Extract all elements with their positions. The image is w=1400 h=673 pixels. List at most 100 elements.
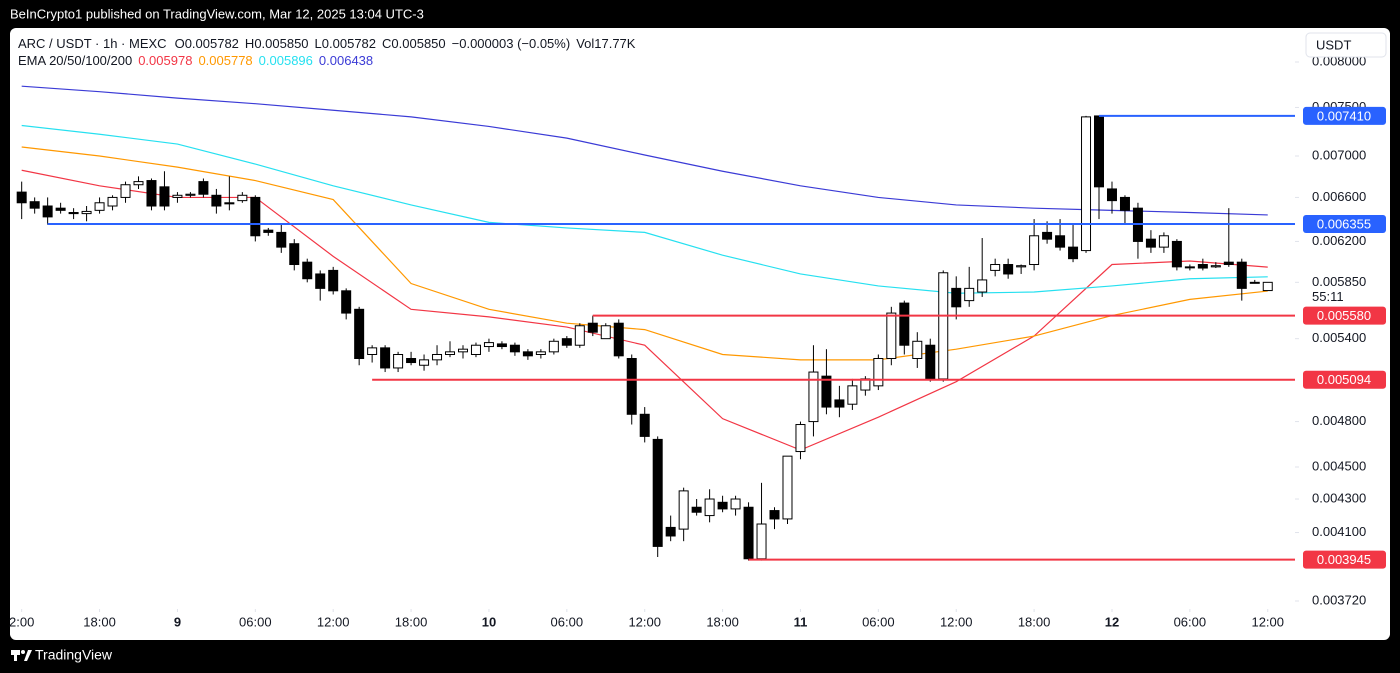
level-tag [1303, 550, 1386, 569]
ohlc-key: L [315, 36, 322, 51]
y-tick-label: 0.004300 [1312, 490, 1366, 505]
level-tag [1303, 370, 1386, 389]
level-label: 0.006355 [1317, 216, 1371, 231]
candle-body [548, 340, 559, 353]
candle-body [678, 490, 689, 530]
candle-body [964, 287, 975, 302]
candle-body [198, 181, 209, 195]
x-tick-label: 18:00 [1018, 614, 1051, 629]
candle-body [432, 353, 443, 361]
candle-body [289, 243, 300, 266]
candle-body [1042, 231, 1053, 240]
candle-body [1094, 115, 1105, 188]
ohlc-value: 0.005850 [254, 36, 308, 51]
plot-area [16, 85, 1273, 561]
candle-body [730, 498, 741, 510]
y-tick-label: 0.007000 [1312, 147, 1366, 162]
ema-title: EMA 20/50/100/200 [18, 53, 132, 68]
candle-body [704, 498, 715, 517]
x-tick-label: 06:00 [1174, 614, 1207, 629]
y-tick-label: 0.004100 [1312, 524, 1366, 539]
ohlc-key: H [245, 36, 254, 51]
candle-body [1119, 196, 1130, 211]
candle-body [1081, 116, 1092, 252]
change: −0.000003 (−0.05%) [452, 36, 571, 51]
candle-body [886, 312, 897, 360]
candle-body [457, 348, 468, 353]
y-tick-label: 0.003720 [1312, 592, 1366, 607]
y-tick-label: 0.005850 [1312, 274, 1366, 289]
candle-body [354, 308, 365, 360]
x-tick-label: 06:00 [551, 614, 584, 629]
candle-body [639, 413, 650, 437]
candle-body [276, 231, 287, 248]
candle-body [315, 273, 326, 289]
candle-body [146, 180, 157, 207]
candle-body [756, 523, 767, 560]
candle-body [665, 526, 676, 537]
candle-body [912, 340, 923, 360]
candle-body [1171, 240, 1182, 268]
ema-line [21, 146, 1268, 361]
published-caption: BeInCrypto1 published on TradingView.com… [10, 6, 424, 21]
y-tick-label: 0.006600 [1312, 189, 1366, 204]
ema-value: 0.005778 [198, 53, 252, 68]
ohlc-value: 0.005782 [185, 36, 239, 51]
candle-body [1145, 238, 1156, 248]
candle-body [1197, 264, 1208, 269]
candle-body [951, 287, 962, 308]
symbol: ARC / USDT · 1h · MEXC [18, 36, 167, 51]
candle-body [743, 506, 754, 560]
candle-body [445, 351, 456, 355]
candle-body [1210, 265, 1221, 268]
candle-body [574, 325, 585, 346]
candle-body [600, 325, 611, 340]
candle-body [613, 322, 624, 357]
level-label: 0.003945 [1317, 552, 1371, 567]
candle-body [1068, 246, 1079, 260]
x-tick-label: 10 [482, 614, 496, 629]
candle-body [470, 344, 481, 355]
candle-body [847, 385, 858, 405]
candle-body [224, 202, 235, 205]
y-tick-label: 0.006200 [1312, 233, 1366, 248]
legend-row: ARC / USDT · 1h · MEXC O0.005782 H0.005850… [18, 36, 636, 51]
x-tick-label: 12:00 [940, 614, 973, 629]
level-label: 0.007410 [1317, 108, 1371, 123]
candle-body [328, 269, 339, 292]
candle-body [769, 510, 780, 520]
candle-body [263, 229, 274, 233]
ema-value: 0.005896 [259, 53, 313, 68]
candle-body [237, 194, 248, 202]
candle-body [925, 344, 936, 380]
tv-logo [11, 650, 32, 661]
x-tick-label: 11 [794, 614, 808, 629]
x-tick-label: 12:00 [628, 614, 661, 629]
candle-body [795, 424, 806, 453]
ohlc-value: 0.005850 [391, 36, 445, 51]
candle-body [1003, 264, 1014, 275]
candle-body [133, 181, 144, 186]
level-tag [1303, 215, 1386, 234]
candle-body [834, 399, 845, 408]
chart-panel [10, 28, 1390, 640]
candle-body [42, 205, 53, 218]
candle-body [211, 194, 222, 207]
candle-body [899, 302, 910, 346]
candle-body [535, 351, 546, 355]
candle-body [107, 196, 118, 207]
candle-body [68, 212, 79, 215]
countdown: 55:11 [1312, 289, 1344, 304]
candle-body [81, 210, 92, 215]
ema-value: 0.005978 [138, 53, 192, 68]
candle-body [483, 342, 494, 348]
candle-body [522, 351, 533, 357]
candle-body [509, 344, 520, 353]
ema-line [21, 85, 1268, 216]
candle-body [626, 358, 637, 415]
candle-body [302, 261, 313, 280]
candle-body [159, 186, 170, 207]
ema-line [21, 124, 1268, 294]
candle-body [16, 191, 27, 204]
